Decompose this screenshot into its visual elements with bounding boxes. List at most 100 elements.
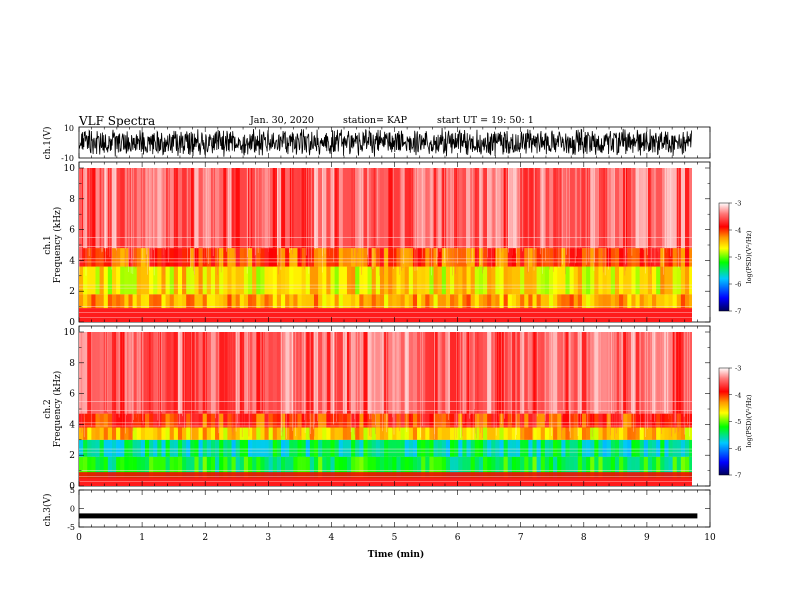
ch1-spectrogram-band-cell xyxy=(553,266,558,295)
ch2-spectrogram-band-cell xyxy=(664,456,669,479)
ch2-spectrogram-band-cell xyxy=(610,439,616,457)
ch2-spectrogram-band-cell xyxy=(627,413,632,428)
ch2-spectrogram-band-cell xyxy=(206,413,212,428)
ch2-spectrogram-band-cell xyxy=(330,427,335,440)
ch1-spectrogram-band-cell xyxy=(157,266,162,295)
ch1-spectrogram-band-cell xyxy=(590,168,595,249)
ch2-spectrogram-band-cell xyxy=(524,427,529,440)
ch2-spectrogram-band-cell xyxy=(491,439,496,457)
ch2-spectrogram-band-cell xyxy=(400,427,405,440)
ch1-spectrogram-band-cell xyxy=(375,168,381,249)
ch1-spectrogram-band-cell xyxy=(289,248,294,267)
ch2-spectrogram-band-cell xyxy=(557,456,562,479)
ch1-spectrogram-band-cell xyxy=(520,168,525,249)
ch2-spectrogram-band-cell xyxy=(256,427,261,440)
ch2-spectrogram-band-cell xyxy=(594,413,599,428)
ch3-ytick-label: 0 xyxy=(70,505,75,514)
ch2-spectrogram-band-cell xyxy=(511,439,517,457)
ch1-spectrogram-band-cell xyxy=(557,168,562,249)
ch2-spectrogram-band-cell xyxy=(602,332,607,414)
ch1-spectrogram-band-cell xyxy=(656,294,661,309)
ch2-spectrogram-band-cell xyxy=(429,427,434,440)
ch1-spectrogram-band-cell xyxy=(668,294,673,309)
ch1-spectrogram-band-cell xyxy=(231,248,236,267)
ch2-spectrogram-band-cell xyxy=(301,413,307,428)
ch1-spectrogram-band-cell xyxy=(685,168,690,249)
ch2-spectrogram-band-cell xyxy=(132,413,138,428)
ch2-spectrogram-band-cell xyxy=(561,427,566,440)
ch1-spectrogram-band-cell xyxy=(672,294,678,309)
ch1-spectrogram-band-cell xyxy=(540,248,546,267)
ch1-spectrogram-band-cell xyxy=(243,294,249,309)
ch2-spectrogram-band-cell xyxy=(388,427,393,440)
ch1-spectrogram-ytick-label: 0 xyxy=(69,318,75,328)
ch2-spectrogram-band-cell xyxy=(318,332,323,414)
ch1-spectrogram-band-cell xyxy=(120,168,125,249)
ch1-spectrogram-band-cell xyxy=(363,266,368,295)
ch1-spectrogram-band-cell xyxy=(680,294,686,309)
ch1-spectrogram-band-cell xyxy=(252,294,257,309)
ch2-spectrogram-band-cell xyxy=(610,413,616,428)
ch2-spectrogram-band-cell xyxy=(235,456,241,479)
ch1-spectrogram-ytick-label: 2 xyxy=(69,287,75,297)
ch1-spectrogram-band-cell xyxy=(540,266,546,295)
ch1-spectrogram-band-cell xyxy=(144,168,150,249)
ch2-spectrogram-band-cell xyxy=(635,413,640,428)
ch1-spectrogram-band-cell xyxy=(586,248,591,267)
ch2-spectrogram-band-cell xyxy=(215,439,220,457)
ch1-spectrogram-band-cell xyxy=(198,248,203,267)
ch2-spectrogram-band-cell xyxy=(577,332,583,414)
ch2-spectrogram-band-cell xyxy=(495,427,500,440)
ch2-spectrogram-band-cell xyxy=(330,332,335,414)
ch2-spectrogram-band-cell xyxy=(177,456,183,479)
ch2-spectrogram-band-cell xyxy=(520,332,525,414)
ch1-spectrogram-band-cell xyxy=(544,168,550,249)
ch2-spectrogram-band-cell xyxy=(540,332,546,414)
ch2-spectrogram-band-cell xyxy=(227,456,232,479)
ch3-waveform-trace xyxy=(79,513,698,519)
ch1-spectrogram-band-cell xyxy=(149,294,154,309)
ch1-spectrogram-band-cell xyxy=(610,168,616,249)
ch1-spectrogram-band-cell xyxy=(639,294,645,309)
ch1-spectrogram-band-cell xyxy=(182,266,187,295)
ch1-spectrogram-band-cell xyxy=(272,168,278,249)
ch1-spectrogram-band-cell xyxy=(177,266,183,295)
ch2-spectrogram-band-cell xyxy=(388,439,393,457)
ch2-spectrogram-band-cell xyxy=(260,456,265,479)
ch1-spectrogram-band-cell xyxy=(173,168,179,249)
ch1-spectrogram-band-cell xyxy=(219,294,224,309)
ch2-spectrogram-band-cell xyxy=(524,332,529,414)
ch2-spectrogram-band-cell xyxy=(520,456,525,479)
ch2-spectrogram-band-cell xyxy=(598,456,603,479)
ch1-spectrogram-band-cell xyxy=(202,266,208,295)
ch2-spectrogram-band-cell xyxy=(375,413,381,428)
ch1-spectrogram-band-cell xyxy=(136,266,142,295)
ch1-spectrogram-band-cell xyxy=(561,168,566,249)
ch2-spectrogram-band-cell xyxy=(631,439,636,457)
ch2-spectrogram-band-cell xyxy=(371,439,377,457)
ch1-spectrogram-band-cell xyxy=(128,248,133,267)
ch2-spectrogram-band-cell xyxy=(614,413,620,428)
ch1-spectrogram-band-cell xyxy=(330,294,335,309)
ch2-spectrogram-band-cell xyxy=(363,413,368,428)
ch1-spectrogram-band-cell xyxy=(144,266,150,295)
ch1-spectrogram-band-cell xyxy=(132,168,138,249)
ch2-spectrogram-image xyxy=(79,332,692,486)
ch1-spectrogram-band-cell xyxy=(417,168,422,249)
ch2-spectrogram-band-cell xyxy=(359,439,364,457)
ch1-spectrogram-band-cell xyxy=(425,266,430,295)
ch2-spectrogram-band-cell xyxy=(301,439,307,457)
ch1-spectrogram-band-cell xyxy=(647,168,653,249)
ch1-spectrogram-band-cell xyxy=(660,248,665,267)
ch1-spectrogram-band-cell xyxy=(487,168,492,249)
ch2-spectrogram-band-cell xyxy=(371,456,377,479)
ch2-colorbar-tick-label: -6 xyxy=(735,445,741,453)
ch2-spectrogram-band-cell xyxy=(586,332,591,414)
ch1-spectrogram-band-cell xyxy=(689,248,692,267)
ch1-spectrogram-band-cell xyxy=(206,294,212,309)
ch1-waveform-panel: 10 -10 ch.1(V) xyxy=(42,124,711,163)
ch2-spectrogram-band-cell xyxy=(173,413,179,428)
time-tick-label: 8 xyxy=(581,533,587,543)
ch1-spectrogram-band-cell xyxy=(487,248,492,267)
ch2-spectrogram-band-cell xyxy=(392,439,397,457)
